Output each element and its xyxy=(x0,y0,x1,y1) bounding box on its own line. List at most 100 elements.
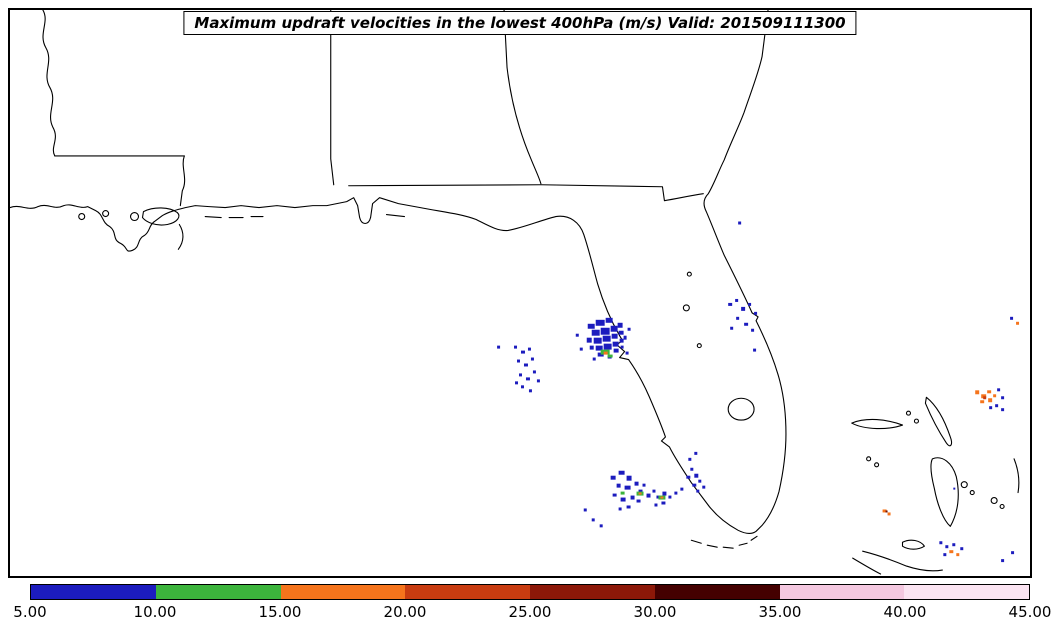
updraft-cell xyxy=(983,396,987,400)
lake-maurepas xyxy=(129,212,140,222)
updraft-cell xyxy=(528,389,532,393)
updraft-cell xyxy=(519,373,522,377)
updraft-cell xyxy=(1010,316,1014,320)
coastlines-group xyxy=(10,10,1020,575)
updraft-cell xyxy=(646,493,651,498)
updraft-cell xyxy=(625,351,629,355)
updraft-cell xyxy=(662,491,667,496)
updraft-cell xyxy=(654,503,658,507)
updraft-cell xyxy=(949,550,954,554)
updraft-cell xyxy=(591,329,600,336)
updraft-cell xyxy=(586,337,592,343)
updraft-cell xyxy=(1001,559,1005,563)
updraft-cell xyxy=(603,351,608,355)
updraft-cell xyxy=(618,470,625,475)
mississippi-alabama-border xyxy=(330,10,335,186)
updraft-cell xyxy=(624,485,631,490)
updraft-cell xyxy=(620,345,624,349)
updraft-cell xyxy=(660,496,664,499)
updraft-cell xyxy=(688,457,692,461)
updraft-cell xyxy=(611,333,618,339)
updraft-cell xyxy=(735,298,739,302)
colorbar-segment xyxy=(530,585,655,599)
updraft-cell xyxy=(993,394,997,398)
updraft-cell xyxy=(603,343,612,350)
colorbar-segment xyxy=(904,585,1029,599)
updraft-cell xyxy=(602,335,611,342)
updraft-cell xyxy=(520,385,524,389)
bahama-cay-4 xyxy=(969,490,975,496)
updraft-cell xyxy=(575,333,579,337)
updraft-cell xyxy=(619,338,624,343)
updraft-cell xyxy=(728,302,733,306)
andros-island xyxy=(930,457,959,527)
pearl-river-border xyxy=(179,155,186,207)
colorbar-tick-label: 25.00 xyxy=(508,603,552,621)
updraft-cell xyxy=(626,505,631,509)
updraft-cell xyxy=(694,473,699,478)
colorbar-tick-label: 20.00 xyxy=(383,603,427,621)
updraft-cell xyxy=(980,400,985,404)
grand-bahama-island xyxy=(851,418,904,430)
updraft-cell xyxy=(738,221,742,225)
colorbar-ticks: 5.00 10.00 15.00 20.00 25.00 30.00 35.00 40.00 4… xyxy=(0,603,1060,625)
lake-okeechobee xyxy=(727,397,755,421)
updraft-cell xyxy=(638,489,643,493)
updraft-cell xyxy=(595,319,605,326)
gulf-atlantic-coastline xyxy=(10,10,787,534)
updraft-cell xyxy=(620,491,625,495)
florida-lake-3 xyxy=(696,343,702,349)
updraft-cell xyxy=(536,379,540,383)
updraft-cell xyxy=(613,348,619,353)
updraft-cell xyxy=(593,337,602,344)
florida-lake-2 xyxy=(682,304,690,312)
updraft-cell xyxy=(730,326,734,330)
updraft-cell xyxy=(736,316,740,320)
updraft-cell xyxy=(956,553,960,557)
updraft-cell xyxy=(692,483,697,487)
colorbar-segment xyxy=(779,585,905,599)
updraft-cell xyxy=(748,302,752,306)
map-frame: Maximum updraft velocities in the lowest… xyxy=(8,8,1032,578)
updraft-cell xyxy=(680,487,684,491)
updraft-cell xyxy=(694,451,698,455)
colorbar-segment xyxy=(155,585,281,599)
updraft-cell xyxy=(1001,408,1005,412)
updraft-cell xyxy=(600,327,610,335)
bahama-cay-3 xyxy=(960,481,968,489)
updraft-cell xyxy=(686,475,691,479)
updraft-cell xyxy=(642,483,646,487)
colorbar-tick-label: 40.00 xyxy=(883,603,927,621)
colorbar-tick-label: 15.00 xyxy=(258,603,302,621)
bahama-cay-1 xyxy=(905,410,912,416)
updraft-cell xyxy=(1011,551,1015,555)
bahama-cay-2 xyxy=(913,418,919,424)
cuba-coast-2 xyxy=(852,557,882,575)
updraft-cell xyxy=(751,328,755,332)
colorbar-tick-label: 35.00 xyxy=(758,603,802,621)
updraft-cell xyxy=(668,495,672,499)
updraft-cell xyxy=(620,497,626,502)
updraft-cell xyxy=(530,357,534,361)
updraft-cell xyxy=(520,350,525,354)
updraft-cell xyxy=(953,487,956,490)
updraft-cell xyxy=(741,306,746,311)
updraft-cell xyxy=(887,512,891,516)
updraft-cell xyxy=(696,489,700,493)
updraft-cell xyxy=(612,493,617,497)
updraft-cell xyxy=(989,406,993,410)
updraft-cell xyxy=(661,501,666,505)
louisiana-bay xyxy=(78,213,86,221)
mississippi-river-border xyxy=(42,10,56,157)
cay-sal-island xyxy=(901,539,925,550)
updraft-cell xyxy=(960,547,964,551)
updraft-cell xyxy=(885,510,888,513)
louisiana-bay-2 xyxy=(102,210,110,218)
updraft-cell xyxy=(612,341,619,347)
updraft-cell xyxy=(591,518,595,522)
updraft-cell xyxy=(607,354,613,358)
updraft-cell xyxy=(514,345,518,349)
updraft-cell xyxy=(634,481,639,486)
updraft-cell xyxy=(517,359,520,363)
berry-island xyxy=(866,456,872,462)
